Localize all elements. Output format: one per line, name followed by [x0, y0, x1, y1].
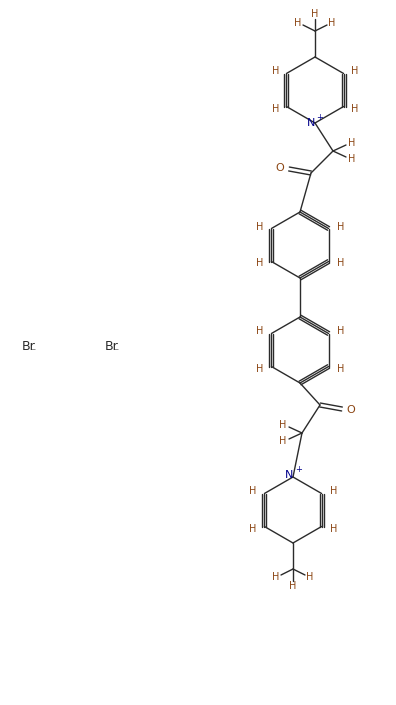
Text: H: H	[337, 259, 344, 269]
Text: H: H	[256, 221, 263, 231]
Text: H: H	[328, 18, 336, 28]
Text: H: H	[272, 572, 280, 582]
Text: H: H	[348, 154, 356, 164]
Text: H: H	[279, 420, 287, 430]
Text: ⁻: ⁻	[30, 347, 35, 357]
Text: H: H	[351, 66, 358, 77]
Text: H: H	[307, 572, 314, 582]
Text: Br: Br	[22, 341, 36, 353]
Text: H: H	[272, 104, 279, 114]
Text: N: N	[285, 470, 293, 480]
Text: H: H	[272, 66, 279, 77]
Text: H: H	[337, 221, 344, 231]
Text: O: O	[276, 163, 284, 173]
Text: +: +	[295, 465, 303, 474]
Text: H: H	[311, 9, 319, 19]
Text: H: H	[289, 581, 297, 591]
Text: +: +	[316, 114, 324, 123]
Text: H: H	[337, 326, 344, 336]
Text: H: H	[256, 326, 263, 336]
Text: H: H	[249, 524, 256, 534]
Text: H: H	[256, 364, 263, 374]
Text: Br: Br	[105, 341, 119, 353]
Text: H: H	[348, 138, 356, 148]
Text: H: H	[249, 486, 256, 496]
Text: H: H	[279, 436, 287, 446]
Text: H: H	[256, 259, 263, 269]
Text: O: O	[346, 405, 355, 415]
Text: H: H	[330, 524, 337, 534]
Text: ⁻: ⁻	[113, 347, 118, 357]
Text: H: H	[337, 364, 344, 374]
Text: H: H	[351, 104, 358, 114]
Text: H: H	[330, 486, 337, 496]
Text: N: N	[307, 118, 315, 128]
Text: H: H	[294, 18, 302, 28]
